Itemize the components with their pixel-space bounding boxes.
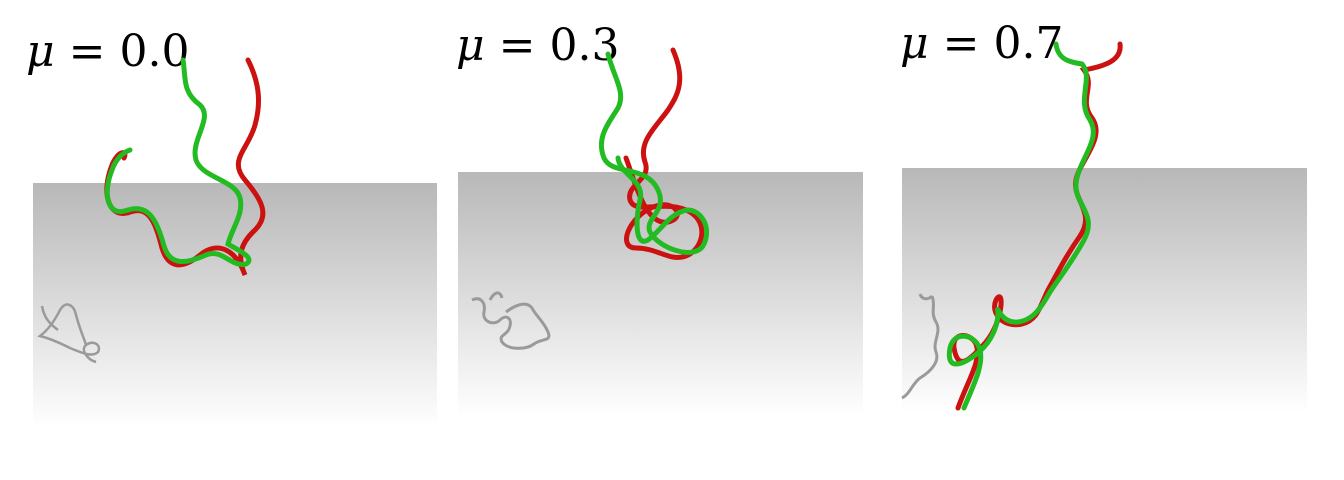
mu-symbol: μ: [900, 18, 929, 69]
polymer-render: [33, 57, 437, 428]
green-chain: [104, 57, 252, 267]
panel-mu-0-3: μ = 0.3: [440, 0, 880, 480]
equals-sign: =: [498, 20, 536, 71]
green-chain: [946, 41, 1096, 411]
equals-sign: =: [68, 26, 106, 77]
mu-symbol: μ: [26, 26, 55, 77]
mu-label: μ = 0.7: [900, 22, 1063, 66]
surface-shadow-chain: [901, 293, 940, 400]
adsorbing-surface: [458, 172, 863, 417]
panel-mu-0-0: μ = 0.0: [0, 0, 440, 480]
mu-symbol: μ: [456, 20, 485, 71]
green-chain: [598, 51, 710, 255]
surface-shadow-chain: [37, 303, 101, 364]
polymer-render: [901, 41, 1307, 413]
panel-mu-0-7: μ = 0.7: [880, 0, 1344, 480]
surface-shadow-chain: [471, 291, 551, 350]
mu-label: μ = 0.0: [26, 30, 189, 74]
mu-value: 0.0: [119, 26, 190, 77]
polymer-render: [458, 47, 863, 417]
mu-label: μ = 0.3: [456, 24, 619, 68]
adsorbing-surface: [902, 168, 1307, 413]
mu-value: 0.7: [993, 18, 1064, 69]
equals-sign: =: [942, 18, 980, 69]
